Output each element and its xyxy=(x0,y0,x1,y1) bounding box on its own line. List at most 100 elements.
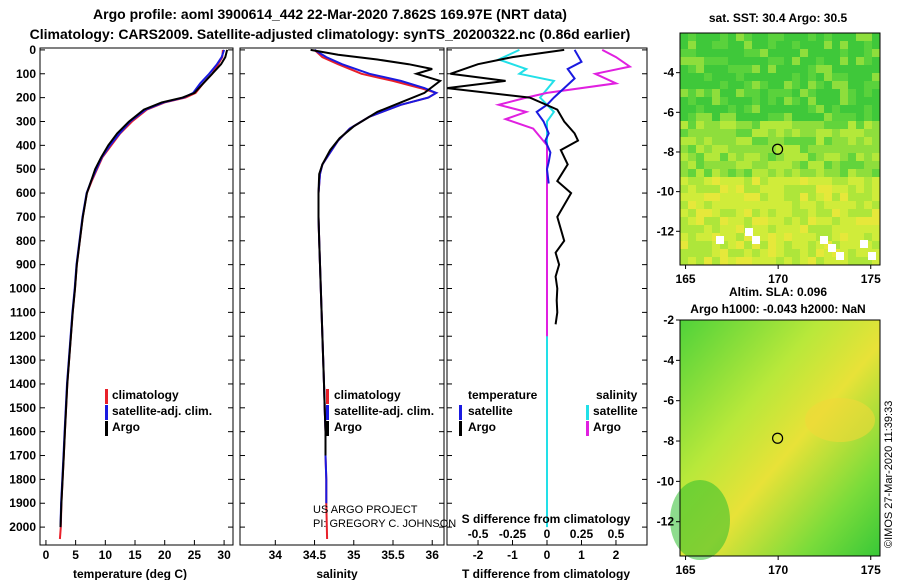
sst-cell xyxy=(856,217,864,225)
sst-cell xyxy=(800,113,808,121)
sst-cell xyxy=(720,113,728,121)
depth-tick-label: 700 xyxy=(16,210,36,224)
sst-cell xyxy=(872,65,880,73)
sst-cell xyxy=(720,41,728,49)
sst-cell xyxy=(720,217,728,225)
sst-cell xyxy=(712,257,720,265)
sst-cell xyxy=(784,217,792,225)
sst-cell xyxy=(792,65,800,73)
sst-cell xyxy=(712,81,720,89)
sst-cell xyxy=(768,89,776,97)
sst-cell xyxy=(696,177,704,185)
sst-cell xyxy=(768,225,776,233)
sst-cell xyxy=(680,121,688,129)
sst-cell xyxy=(728,169,736,177)
sst-cell xyxy=(848,57,856,65)
sst-cell xyxy=(744,193,752,201)
sst-cell xyxy=(704,89,712,97)
sst-cell xyxy=(776,161,784,169)
sst-cell xyxy=(776,41,784,49)
sst-cell xyxy=(704,81,712,89)
sst-cell xyxy=(808,57,816,65)
sst-cell xyxy=(784,73,792,81)
sst-cell xyxy=(832,49,840,57)
sst-cell xyxy=(768,41,776,49)
salinity-panel-frame xyxy=(239,47,445,546)
sst-cell xyxy=(680,49,688,57)
sst-cell xyxy=(744,233,752,241)
sst-cell xyxy=(752,49,760,57)
sst-cell xyxy=(784,89,792,97)
project-credit-line2: PI: GREGORY C. JOHNSON xyxy=(313,518,456,530)
sst-cell xyxy=(840,57,848,65)
difference-legend: temperature salinity satellite Argo sate… xyxy=(459,388,638,436)
sst-cell xyxy=(792,113,800,121)
legend-label-climatology: climatology xyxy=(334,388,401,402)
sst-cell xyxy=(712,49,720,57)
sst-cell xyxy=(736,113,744,121)
sst-cell xyxy=(872,105,880,113)
sst-cell xyxy=(840,105,848,113)
sla-map-axes: 165 170 175 -2 -4 -6 -8 -10 -12 xyxy=(657,313,881,577)
sst-cell xyxy=(856,105,864,113)
sst-cell xyxy=(864,81,872,89)
depth-axis: 0 100 200 300 400 500 600 700 800 900 1000 1100 1200… xyxy=(9,43,647,534)
legend-swatch-satellite xyxy=(326,405,329,420)
sst-cell xyxy=(816,81,824,89)
sst-cell xyxy=(800,177,808,185)
sst-cell xyxy=(832,41,840,49)
sst-cell xyxy=(680,65,688,73)
sst-cell xyxy=(840,153,848,161)
sst-cell xyxy=(760,153,768,161)
sst-cell xyxy=(800,121,808,129)
sst-cell xyxy=(776,57,784,65)
sst-cell xyxy=(744,121,752,129)
sst-cell xyxy=(728,137,736,145)
sst-cell xyxy=(768,177,776,185)
sst-cell xyxy=(808,257,816,265)
sst-cell xyxy=(768,217,776,225)
sst-cell xyxy=(872,33,880,41)
sst-cell xyxy=(688,233,696,241)
sst-cell xyxy=(752,129,760,137)
sst-cell xyxy=(728,81,736,89)
sst-cell xyxy=(856,233,864,241)
sst-cell xyxy=(824,209,832,217)
sst-cell xyxy=(696,249,704,257)
sst-cell xyxy=(712,57,720,65)
x-tick-label: 25 xyxy=(188,548,202,562)
sst-cell xyxy=(856,57,864,65)
depth-tick-label: 500 xyxy=(16,162,36,176)
sst-cell xyxy=(688,161,696,169)
legend-title-temperature: temperature xyxy=(468,388,538,402)
sst-cell xyxy=(856,73,864,81)
sst-cell xyxy=(736,49,744,57)
sst-cell xyxy=(824,177,832,185)
depth-tick-label: 1000 xyxy=(9,282,36,296)
sst-cell xyxy=(816,129,824,137)
sst-cell xyxy=(696,153,704,161)
sst-cell xyxy=(776,201,784,209)
sst-cell xyxy=(768,161,776,169)
sst-cell xyxy=(784,161,792,169)
sst-cell xyxy=(792,217,800,225)
sst-cell xyxy=(848,113,856,121)
sst-cell xyxy=(776,169,784,177)
map-y-tick-label: -4 xyxy=(663,353,674,367)
temperature-xlabel: temperature (deg C) xyxy=(73,567,187,580)
legend-swatch-climatology xyxy=(105,389,108,404)
sst-cell xyxy=(704,193,712,201)
sst-cell xyxy=(688,185,696,193)
sst-cell xyxy=(872,49,880,57)
sst-cell xyxy=(792,241,800,249)
sst-cell xyxy=(792,249,800,257)
sst-cell xyxy=(720,81,728,89)
sst-cell xyxy=(728,33,736,41)
depth-tick-label: 900 xyxy=(16,258,36,272)
sst-cell xyxy=(776,233,784,241)
sst-cell xyxy=(872,177,880,185)
sst-cell xyxy=(808,105,816,113)
sst-cell xyxy=(752,193,760,201)
sst-cell xyxy=(696,73,704,81)
